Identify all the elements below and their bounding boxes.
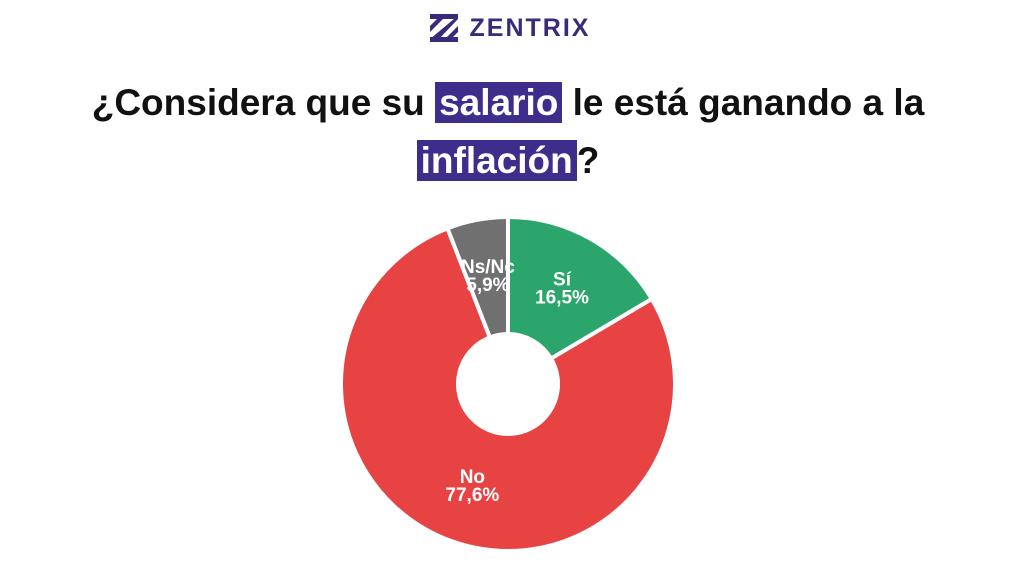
donut-slice [445,215,510,340]
title-text: le está ganando a la [562,82,925,123]
chart-title: ¿Considera que su salario le está ganand… [0,74,1016,190]
title-line: inflación? [0,132,1016,190]
title-highlight: salario [435,82,563,123]
logo-icon [429,14,458,42]
brand: ZENTRIX [469,13,591,42]
value-label: 16,5% [535,287,589,308]
value-label: 77,6% [445,485,499,506]
donut-slice [506,215,654,361]
logo: ZENTRIX [0,10,1016,46]
donut-slice [339,226,677,553]
title-line: ¿Considera que su salario le está ganand… [0,74,1016,132]
title-text: ? [576,140,600,181]
slice-label: Ns/Nc [461,257,515,278]
slice-label: No [460,467,485,488]
title-text: ¿Considera que su [91,82,436,123]
value-label: 5,9% [466,275,509,296]
slice-label: Sí [553,269,572,290]
title-highlight: inflación [416,140,577,181]
